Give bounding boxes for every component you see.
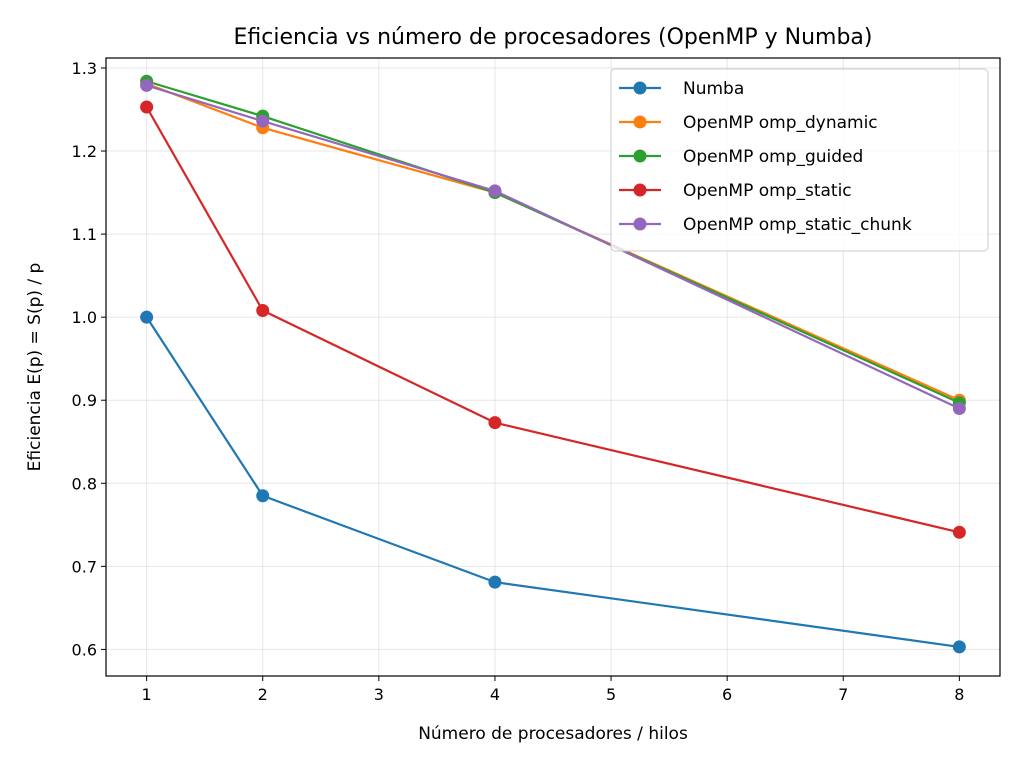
y-tick-label: 0.8 [72,474,97,493]
legend-label: OpenMP omp_static_chunk [683,215,912,235]
legend-item: Numba [619,79,744,99]
series-line [146,84,960,410]
legend-box [610,68,989,252]
y-axis-label: Eficiencia E(p) = S(p) / p [25,263,45,472]
x-tick-label: 6 [722,685,732,704]
plot-frame [105,57,1001,677]
legend-label: OpenMP omp_static [683,181,852,201]
x-tick-label: 5 [606,685,616,704]
legend-marker [633,183,647,197]
y-tick-label: 0.9 [72,391,97,410]
series-line [146,82,960,402]
legend-item: OpenMP omp_static_chunk [619,215,912,235]
y-tick-label: 0.6 [72,640,97,659]
y-tick-label: 1.1 [72,225,97,244]
data-point [256,489,270,503]
series-line [145,316,960,649]
x-tick-label: 1 [142,685,152,704]
legend-item: OpenMP omp_static [619,181,852,201]
series-line [146,80,960,404]
legend-item: OpenMP omp_dynamic [619,113,878,133]
axis-ticks: 1 2 3 4 5 6 7 8 0.6 0.7 0.8 0.9 1.0 1.1 1.2 1.3 [72,59,965,704]
data-point [952,525,966,539]
series-0 [140,310,966,654]
data-point [140,100,154,114]
x-tick-label: 2 [258,685,268,704]
series-line [145,106,960,534]
series-layer [140,74,966,654]
legend-label: Numba [683,79,744,99]
legend: Numba OpenMP omp_dynamic OpenMP omp_guided… [610,68,989,252]
data-point [140,310,154,324]
y-tick-label: 1.2 [72,142,97,161]
legend-item: OpenMP omp_guided [619,147,863,167]
legend-marker [633,115,647,129]
chart-title: Eficiencia vs número de procesadores (Op… [234,25,873,50]
legend-marker [633,217,647,231]
y-tick-label: 1.3 [72,59,97,78]
data-point [488,575,502,589]
legend-label: OpenMP omp_guided [683,147,863,167]
data-point [488,416,502,430]
x-tick-label: 7 [838,685,848,704]
x-tick-label: 4 [490,685,500,704]
x-tick-label: 8 [954,685,964,704]
legend-marker [633,149,647,163]
data-point [140,78,154,92]
x-tick-label: 3 [374,685,384,704]
legend-marker [633,81,647,95]
y-tick-label: 1.0 [72,308,97,327]
data-point [256,114,270,128]
data-point [952,640,966,654]
legend-label: OpenMP omp_dynamic [683,113,878,133]
y-tick-label: 0.7 [72,557,97,576]
data-point [488,184,502,198]
data-point [256,304,270,318]
series-3 [140,100,966,539]
x-axis-label: Número de procesadores / hilos [418,724,688,744]
data-point [952,402,966,416]
series-4 [140,78,966,416]
